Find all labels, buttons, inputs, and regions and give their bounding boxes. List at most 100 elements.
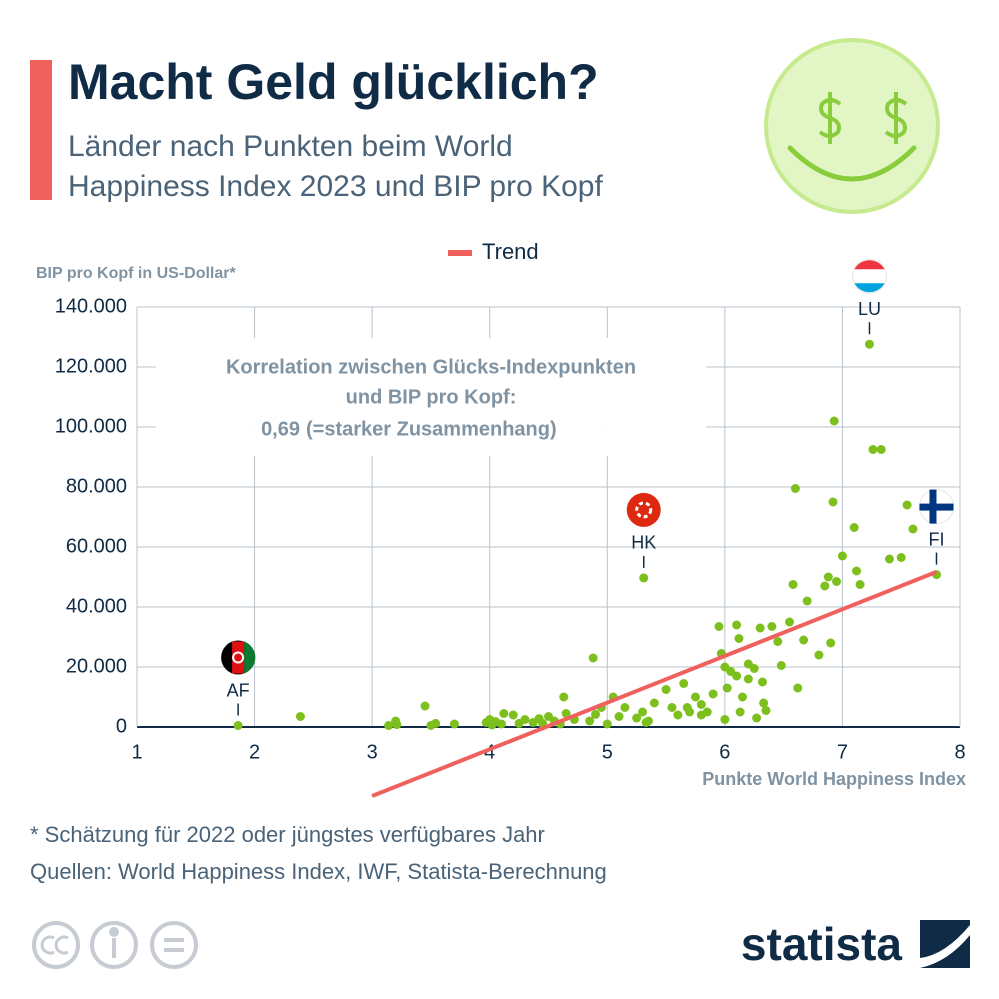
country-marker: FI — [918, 489, 954, 565]
license-icons — [32, 921, 198, 969]
x-tick-label: 8 — [954, 741, 965, 763]
data-point — [820, 581, 830, 591]
data-point — [793, 683, 803, 693]
data-point — [759, 698, 769, 708]
data-point — [849, 523, 859, 532]
data-point — [823, 572, 833, 582]
data-point — [722, 683, 732, 693]
data-point — [752, 713, 762, 723]
data-point — [708, 689, 718, 699]
data-point — [602, 719, 612, 729]
correlation-value: 0,69 — [261, 418, 300, 440]
data-point — [896, 553, 906, 562]
data-point — [682, 703, 692, 712]
data-point — [732, 620, 742, 630]
flag — [635, 501, 653, 519]
data-point — [696, 700, 706, 709]
point-label: AF — [227, 680, 250, 700]
annotation: (=starker Zusammenhang) — [306, 418, 557, 440]
data-point — [876, 445, 886, 454]
data-point — [559, 692, 569, 702]
source: Quellen: World Happiness Index, IWF, Sta… — [30, 859, 607, 884]
y-tick-label: 60.000 — [66, 535, 127, 557]
point-label: FI — [928, 529, 944, 549]
data-point — [852, 566, 862, 576]
data-point — [826, 638, 836, 648]
data-point — [620, 703, 630, 712]
data-point — [720, 662, 730, 672]
data-point — [788, 580, 798, 589]
data-point — [690, 692, 700, 702]
flag — [244, 641, 256, 674]
subtitle: Länder nach Punkten beim World — [68, 130, 513, 163]
data-point — [743, 674, 753, 684]
data-point — [832, 577, 842, 586]
flag — [854, 260, 885, 270]
x-tick-label: 3 — [367, 741, 378, 763]
x-axis-label: Punkte World Happiness Index — [702, 769, 966, 789]
trend-line — [371, 570, 938, 798]
data-point — [499, 709, 509, 718]
data-point — [643, 716, 653, 726]
accent-bar — [30, 60, 52, 200]
y-tick-label: 100.000 — [55, 415, 127, 437]
data-point — [679, 679, 689, 688]
y-tick-label: 80.000 — [66, 475, 127, 497]
data-point — [384, 721, 394, 730]
data-point — [233, 721, 243, 730]
data-point — [773, 637, 783, 646]
flag — [854, 283, 885, 293]
country-marker: HK — [626, 492, 661, 568]
data-point — [785, 617, 795, 627]
data-point — [757, 677, 767, 687]
flag — [626, 492, 661, 527]
subtitle: Happiness Index 2023 und BIP pro Kopf — [68, 170, 603, 203]
flag — [232, 641, 245, 674]
data-point — [585, 716, 595, 726]
brand-mark — [920, 920, 970, 968]
x-tick-label: 1 — [131, 741, 142, 763]
y-tick-label: 40.000 — [66, 595, 127, 617]
data-point — [734, 634, 744, 643]
data-point — [295, 712, 305, 721]
data-point — [431, 718, 441, 728]
point-label: LU — [858, 299, 881, 319]
data-point — [855, 580, 865, 589]
smiley — [764, 38, 940, 214]
data-point — [392, 720, 402, 730]
y-tick-label: 140.000 — [55, 295, 127, 317]
data-point — [767, 622, 777, 631]
data-point — [449, 719, 459, 729]
data-point — [837, 551, 847, 561]
data-point — [696, 710, 706, 720]
data-point — [508, 710, 518, 720]
data-point — [776, 661, 786, 670]
x-tick-label: 6 — [719, 741, 730, 763]
data-point — [632, 713, 642, 723]
data-point — [732, 671, 742, 681]
y-axis-label: BIP pro Kopf in US-Dollar* — [36, 265, 236, 282]
title: Macht Geld glücklich? — [68, 54, 599, 110]
data-point — [828, 497, 838, 507]
x-tick-label: 4 — [484, 741, 495, 763]
data-point — [868, 445, 878, 454]
country-marker: AF — [221, 640, 256, 716]
data-point — [667, 703, 677, 712]
legend-label: Trend — [482, 239, 539, 264]
flag — [232, 651, 245, 664]
data-point — [420, 701, 430, 711]
annotation: und BIP pro Kopf: — [346, 386, 517, 408]
annotation-box — [156, 338, 706, 456]
data-point — [749, 664, 759, 673]
y-tick-label: 0 — [116, 715, 127, 737]
data-point — [902, 500, 912, 510]
data-point — [673, 710, 683, 720]
data-point — [814, 650, 824, 660]
data-point — [638, 707, 648, 717]
brand-logo: statista — [741, 918, 902, 970]
data-point — [588, 653, 598, 663]
data-point — [735, 707, 745, 717]
data-point — [908, 524, 918, 534]
data-point — [520, 715, 530, 724]
